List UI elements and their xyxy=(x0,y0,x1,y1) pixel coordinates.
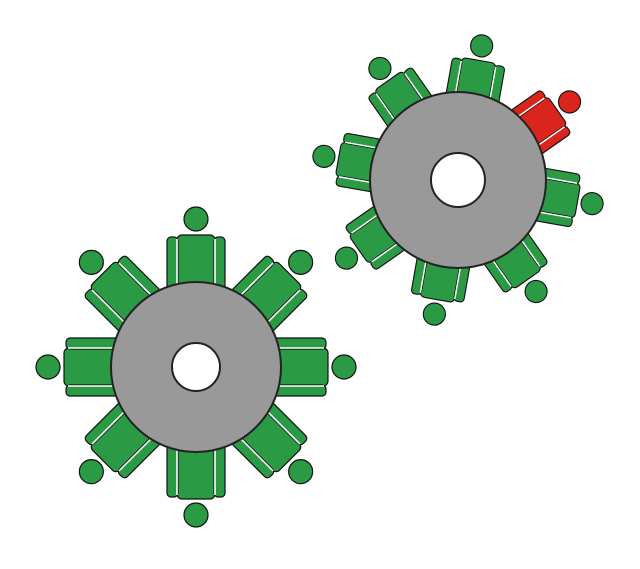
gear-left-hub xyxy=(171,342,221,392)
gear-right-hub xyxy=(430,152,486,208)
gear-left xyxy=(35,206,357,528)
gear-right xyxy=(307,29,609,331)
